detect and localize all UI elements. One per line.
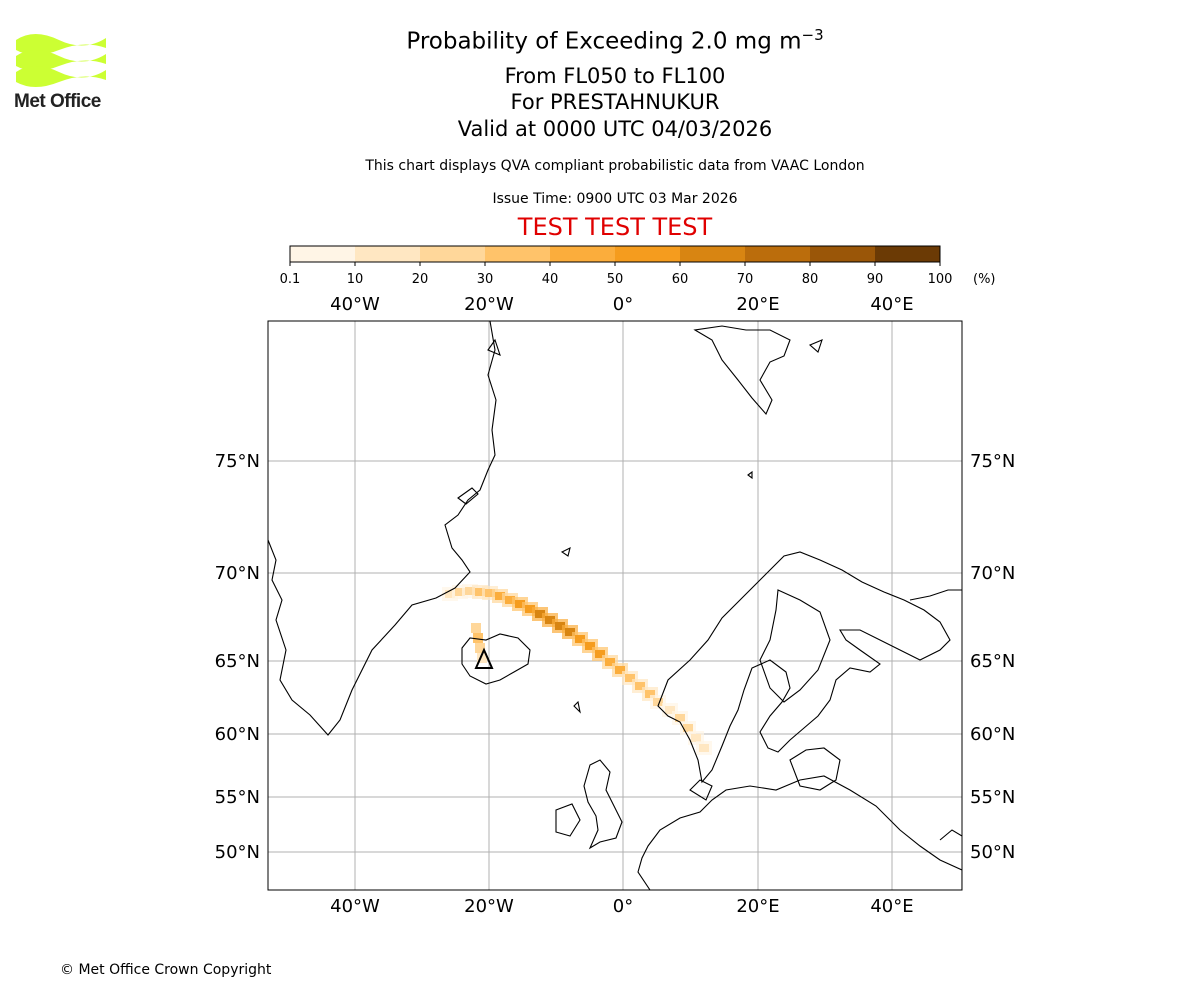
lon-label-top: 40°W xyxy=(330,294,380,315)
lat-label-left: 60°N xyxy=(215,724,260,745)
chart-title: Probability of Exceeding 2.0 mg m−3 xyxy=(406,26,824,55)
colorbar-tick-label: 80 xyxy=(802,272,819,287)
lat-label-left: 70°N xyxy=(215,563,260,584)
colorbar-tick-label: 100 xyxy=(928,272,953,287)
map-content xyxy=(268,321,962,890)
latitude-labels-right: 75°N 70°N 65°N 60°N 55°N 50°N xyxy=(970,451,1015,863)
lat-label-right: 75°N xyxy=(970,451,1015,472)
lon-label-top: 20°E xyxy=(736,294,779,315)
lon-label-bottom: 40°E xyxy=(870,896,913,917)
lat-label-right: 70°N xyxy=(970,563,1015,584)
colorbar-unit: (%) xyxy=(973,272,996,287)
logo-text: Met Office xyxy=(14,91,101,112)
map-frame xyxy=(267,320,963,891)
coastlines xyxy=(268,321,962,890)
colorbar-tick-label: 10 xyxy=(347,272,364,287)
colorbar-swatch xyxy=(745,246,810,262)
volcano-triangle-icon xyxy=(474,647,494,669)
colorbar-tick-label: 60 xyxy=(672,272,689,287)
lat-label-left: 50°N xyxy=(215,842,260,863)
volcano-name: For PRESTAHNUKUR xyxy=(510,90,720,114)
colorbar-tick-label: 30 xyxy=(477,272,494,287)
longitude-labels-top: 40°W 20°W 0° 20°E 40°E xyxy=(330,294,913,315)
flight-levels: From FL050 to FL100 xyxy=(504,64,726,88)
longitude-labels-bottom: 40°W 20°W 0° 20°E 40°E xyxy=(330,896,913,917)
colorbar-swatch xyxy=(680,246,745,262)
colorbar-swatch xyxy=(875,246,940,262)
lat-label-right: 55°N xyxy=(970,787,1015,808)
lon-label-top: 0° xyxy=(613,294,633,315)
colorbar-swatch xyxy=(550,246,615,262)
lat-label-left: 75°N xyxy=(215,451,260,472)
colorbar-tick-label: 70 xyxy=(737,272,754,287)
colorbar-swatch xyxy=(355,246,420,262)
colorbar-swatch xyxy=(420,246,485,262)
colorbar-swatch xyxy=(485,246,550,262)
disclaimer: This chart displays QVA compliant probab… xyxy=(365,158,865,174)
lon-label-bottom: 20°W xyxy=(464,896,514,917)
colorbar-tick-label: 20 xyxy=(412,272,429,287)
lon-label-top: 20°W xyxy=(464,294,514,315)
lat-label-right: 60°N xyxy=(970,724,1015,745)
lon-label-bottom: 40°W xyxy=(330,896,380,917)
ash-plume xyxy=(442,584,712,755)
map: 40°W 20°W 0° 20°E 40°E 40°W 20°W 0° 20°E 40°E 75… xyxy=(215,294,1016,917)
lat-label-right: 50°N xyxy=(970,842,1015,863)
colorbar-tick-label: 90 xyxy=(867,272,884,287)
colorbar-tick-label: 0.1 xyxy=(280,272,301,287)
issue-time: Issue Time: 0900 UTC 03 Mar 2026 xyxy=(492,191,738,207)
colorbar-tick-label: 40 xyxy=(542,272,559,287)
lat-label-left: 65°N xyxy=(215,651,260,672)
valid-time: Valid at 0000 UTC 04/03/2026 xyxy=(457,117,773,141)
lon-label-bottom: 0° xyxy=(613,896,633,917)
colorbar-swatch xyxy=(615,246,680,262)
colorbar-swatch xyxy=(290,246,355,262)
colorbar: 0.1 10 20 30 40 50 60 70 80 90 100 (%) xyxy=(280,245,996,287)
lat-label-left: 55°N xyxy=(215,787,260,808)
copyright: © Met Office Crown Copyright xyxy=(60,962,272,978)
latitude-labels-left: 75°N 70°N 65°N 60°N 55°N 50°N xyxy=(215,451,260,863)
met-office-logo-icon xyxy=(16,34,106,87)
lon-label-bottom: 20°E xyxy=(736,896,779,917)
colorbar-swatch xyxy=(810,246,875,262)
lon-label-top: 40°E xyxy=(870,294,913,315)
colorbar-tick-label: 50 xyxy=(607,272,624,287)
lat-label-right: 65°N xyxy=(970,651,1015,672)
test-banner: TEST TEST TEST xyxy=(517,213,713,241)
